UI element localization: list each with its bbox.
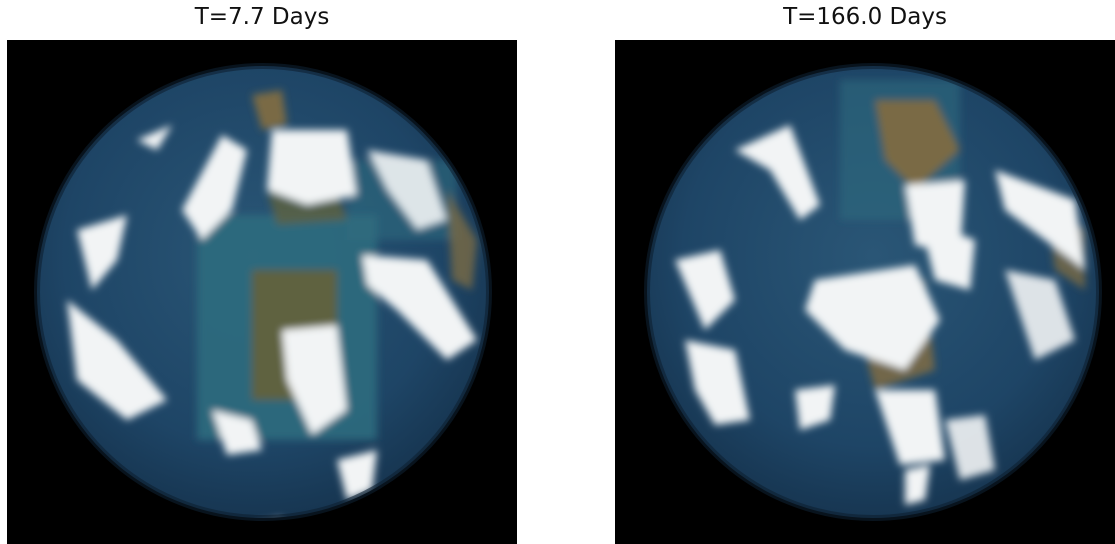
panel-title: T=166.0 Days xyxy=(783,4,947,30)
planet-image-frame xyxy=(615,40,1115,544)
planet-image-frame xyxy=(7,40,517,544)
panel-left: T=7.7 Days xyxy=(7,0,517,544)
surface-features xyxy=(675,80,1085,505)
planet-render xyxy=(7,40,517,544)
surface-features xyxy=(67,90,477,500)
planet-render xyxy=(615,40,1115,544)
panel-title: T=7.7 Days xyxy=(194,4,330,30)
panel-right: T=166.0 Days xyxy=(615,0,1115,544)
